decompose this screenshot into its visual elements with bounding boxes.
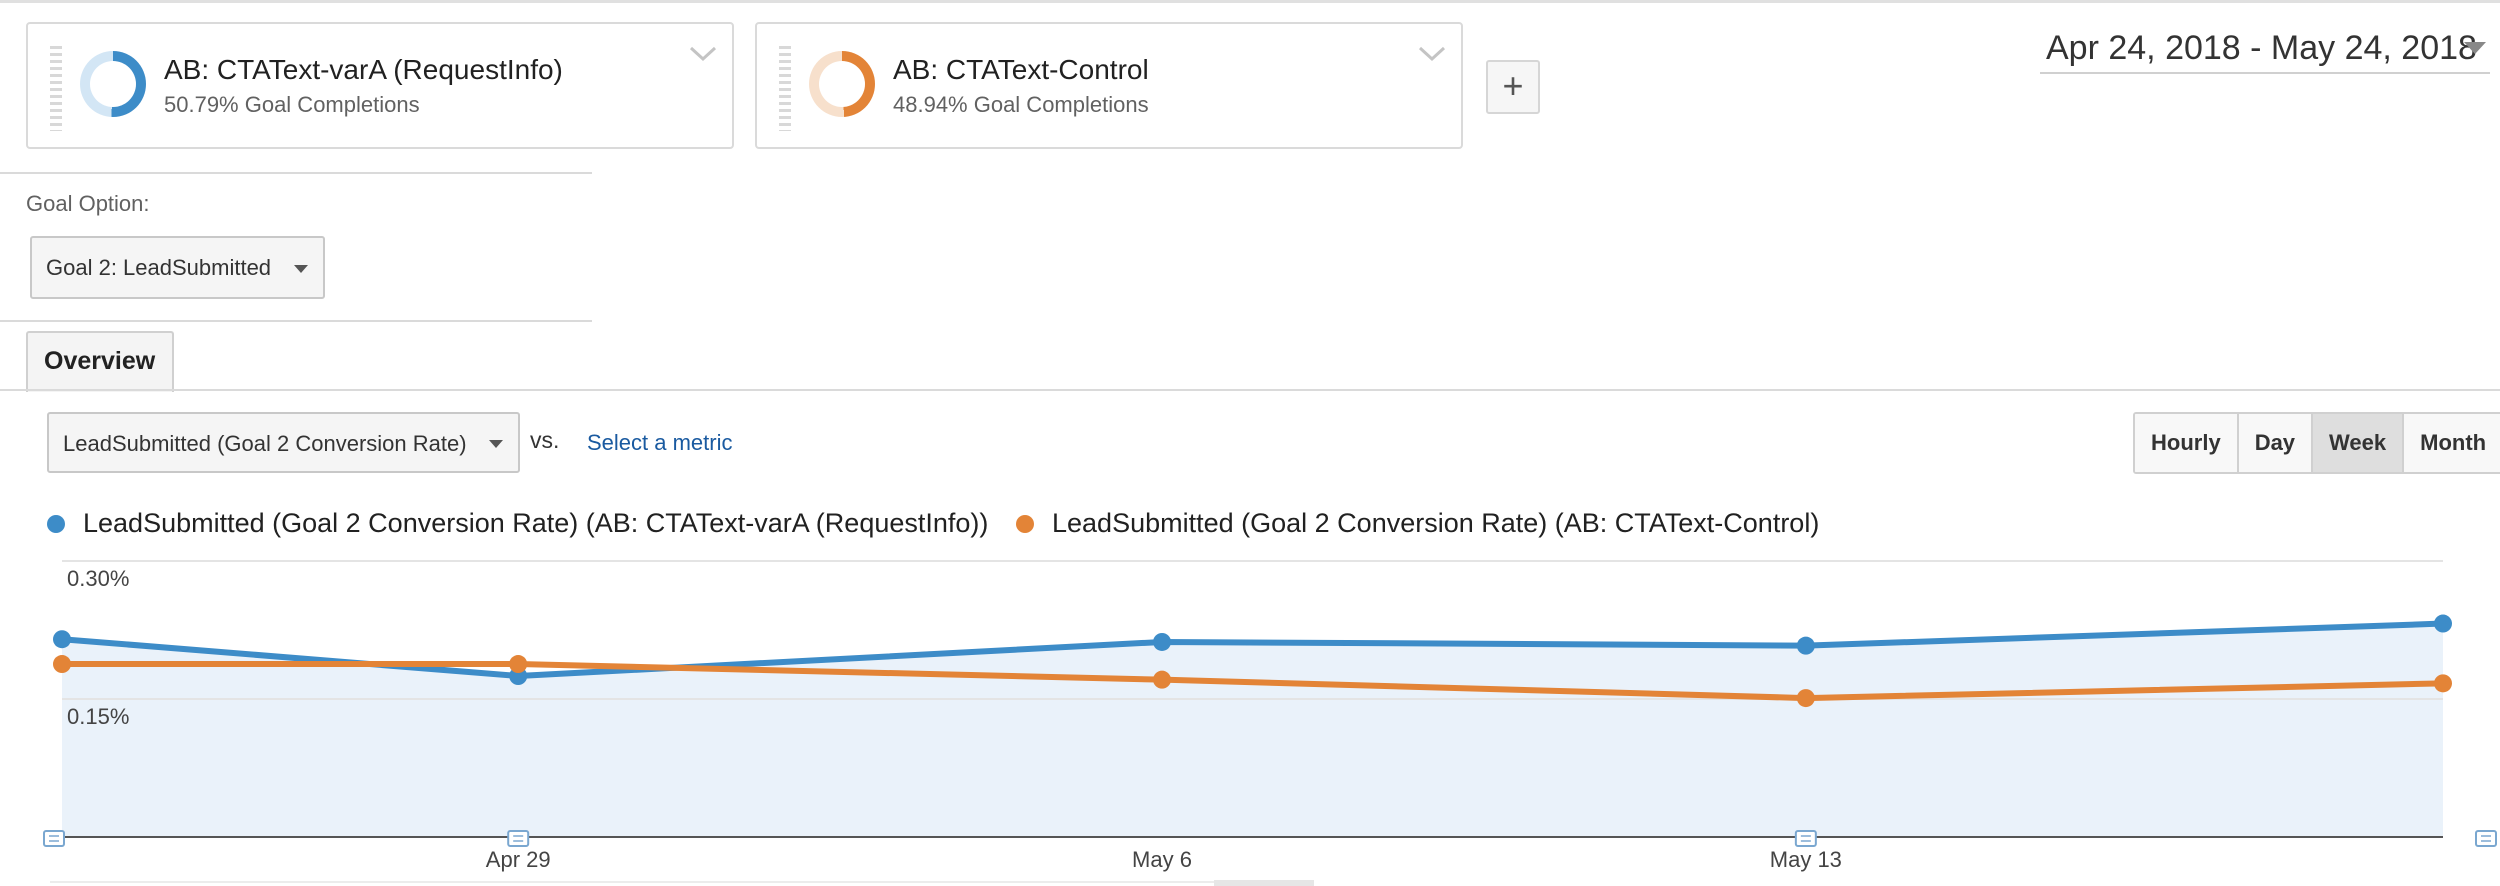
caret-down-icon [2464,42,2486,54]
legend-label: LeadSubmitted (Goal 2 Conversion Rate) (… [1052,508,1820,538]
segment-card-vara[interactable]: AB: CTAText-varA (RequestInfo) 50.79% Go… [26,22,734,149]
y-tick-label: 0.30% [67,566,129,591]
divider [0,320,592,322]
segment-goal-completions: 48.94% Goal Completions [893,92,1149,117]
segment-name: AB: CTAText-Control [893,54,1149,85]
chevron-down-icon[interactable] [1417,44,1447,64]
tab-bar-baseline [0,389,2500,391]
legend-item-control[interactable]: LeadSubmitted (Goal 2 Conversion Rate) (… [1016,508,1819,539]
segment-donut-icon [80,51,146,117]
drag-handle-icon[interactable] [779,46,791,131]
legend-label: LeadSubmitted (Goal 2 Conversion Rate) (… [83,508,989,538]
series-area-fill [62,623,2443,837]
annotation-marker-icon[interactable] [43,830,65,847]
annotation-marker-icon[interactable] [507,830,530,847]
x-tick-label: May 13 [1770,847,1842,872]
select-metric-link[interactable]: Select a metric [587,430,733,455]
caret-down-icon [294,265,308,273]
legend-dot-icon [1016,514,1034,533]
data-point-control[interactable] [2434,674,2452,693]
annotation-marker-icon[interactable] [1794,830,1817,847]
data-point-control[interactable] [1153,670,1172,689]
primary-metric-select[interactable]: LeadSubmitted (Goal 2 Conversion Rate) [47,412,520,473]
annotation-marker-icon[interactable] [2475,830,2497,847]
primary-metric-value: LeadSubmitted (Goal 2 Conversion Rate) [63,431,467,456]
date-range-text: Apr 24, 2018 - May 24, 2018 [2046,29,2477,67]
vs-label: vs. [530,427,560,453]
period-hourly-button[interactable]: Hourly [2135,414,2239,472]
goal-option-label: Goal Option: [26,191,150,216]
caret-down-icon [489,440,503,448]
x-tick-label: May 6 [1132,847,1192,872]
period-day-button[interactable]: Day [2238,414,2314,472]
data-point-vara[interactable] [1153,632,1172,651]
divider [0,172,592,174]
data-point-vara[interactable] [1796,636,1815,655]
segment-card-control[interactable]: AB: CTAText-Control 48.94% Goal Completi… [755,22,1463,149]
segment-goal-completions: 50.79% Goal Completions [164,92,420,117]
chevron-down-icon[interactable] [688,44,718,64]
period-toggle-group: Hourly Day Week Month [2133,412,2500,474]
period-month-button[interactable]: Month [2404,414,2500,472]
tab-overview-label: Overview [44,347,156,375]
data-point-vara[interactable] [53,630,71,649]
period-week-button[interactable]: Week [2313,414,2405,472]
top-border [0,0,2500,3]
segment-name: AB: CTAText-varA (RequestInfo) [164,54,563,85]
x-tick-label: Apr 29 [486,847,551,872]
add-segment-button[interactable]: + [1486,60,1540,114]
goal-option-value: Goal 2: LeadSubmitted [46,255,272,280]
drag-handle-icon[interactable] [50,46,62,131]
data-point-control[interactable] [1796,689,1815,708]
tab-overview[interactable]: Overview [26,331,174,392]
y-tick-label: 0.15% [67,704,129,729]
data-point-vara[interactable] [2434,614,2452,633]
goal-option-select[interactable]: Goal 2: LeadSubmitted [30,236,325,299]
legend-dot-icon [47,514,65,533]
legend-item-vara[interactable]: LeadSubmitted (Goal 2 Conversion Rate) (… [47,508,988,539]
date-range-picker[interactable]: Apr 24, 2018 - May 24, 2018 [2040,26,2490,74]
chart-scroll-handle[interactable] [1214,880,1314,886]
data-point-control[interactable] [53,655,71,674]
data-point-control[interactable] [509,655,528,674]
line-chart: 0.30% 0.15% Apr 29 May 6 May 13 [43,560,2497,886]
segment-donut-icon [809,51,875,117]
